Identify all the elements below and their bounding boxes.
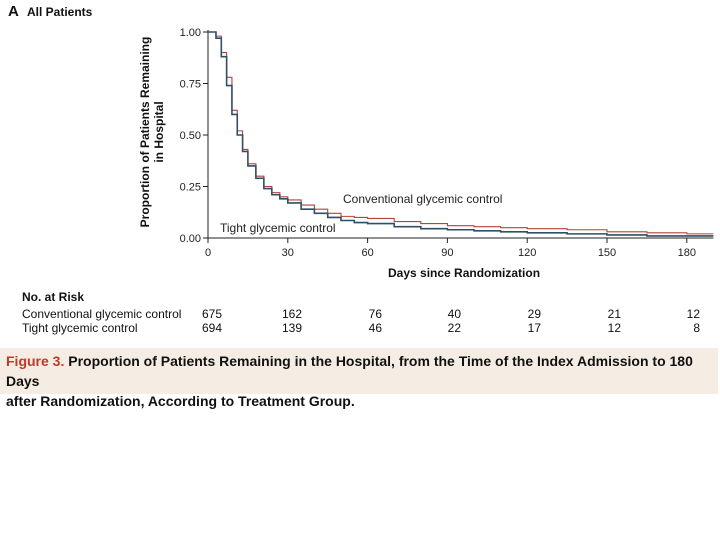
annotation-tight: Tight glycemic control bbox=[220, 221, 336, 235]
risk-cell: 139 bbox=[281, 321, 302, 335]
annotations: Conventional glycemic control Tight glyce… bbox=[220, 192, 502, 235]
panel-letter: A bbox=[8, 3, 19, 20]
caption-line2: after Randomization, According to Treatm… bbox=[6, 393, 355, 409]
risk-row-label: Conventional glycemic control bbox=[22, 307, 182, 321]
risk-cell: 76 bbox=[368, 307, 382, 321]
survival-chart: 0.00 0.25 0.50 0.75 1.00 0 30 60 90 120 150 180 Con… bbox=[180, 27, 714, 259]
figure-label: Figure 3. bbox=[6, 353, 65, 369]
x-tick-label: 60 bbox=[361, 247, 373, 259]
x-tick-label: 90 bbox=[441, 247, 453, 259]
risk-row-label: Tight glycemic control bbox=[22, 321, 138, 335]
series-group bbox=[208, 31, 714, 237]
y-axis-label-line1: Proportion of Patients Remaining bbox=[138, 36, 152, 228]
y-tick-label: 0.75 bbox=[180, 79, 201, 91]
y-axis-label-line2: in Hospital bbox=[152, 101, 166, 163]
risk-cell: 40 bbox=[447, 307, 461, 321]
x-axis-label: Days since Randomization bbox=[388, 266, 541, 280]
risk-cell: 21 bbox=[607, 307, 621, 321]
axes: 0.00 0.25 0.50 0.75 1.00 0 30 60 90 120 150 180 bbox=[180, 27, 714, 259]
panel-title: All Patients bbox=[27, 5, 93, 19]
x-tick-label: 0 bbox=[205, 247, 211, 259]
series-line-tight bbox=[208, 31, 714, 237]
y-tick-label: 1.00 bbox=[180, 27, 201, 39]
risk-table-title: No. at Risk bbox=[22, 290, 85, 304]
x-tick-label: 120 bbox=[518, 247, 536, 259]
risk-cell: 12 bbox=[607, 321, 621, 335]
y-tick-label: 0.50 bbox=[180, 130, 201, 142]
x-tick-label: 150 bbox=[598, 247, 616, 259]
risk-cell: 29 bbox=[527, 307, 541, 321]
risk-cell: 162 bbox=[281, 307, 302, 321]
figure-caption: Figure 3. Proportion of Patients Remaini… bbox=[0, 348, 718, 409]
x-tick-label: 180 bbox=[678, 247, 696, 259]
risk-cell: 694 bbox=[201, 321, 222, 335]
y-tick-label: 0.00 bbox=[180, 233, 201, 245]
annotation-conventional: Conventional glycemic control bbox=[343, 192, 502, 206]
caption-line1: Proportion of Patients Remaining in the … bbox=[6, 353, 693, 389]
x-tick-label: 30 bbox=[282, 247, 294, 259]
risk-cell: 675 bbox=[201, 307, 222, 321]
risk-cell: 12 bbox=[686, 307, 700, 321]
risk-cell: 8 bbox=[693, 321, 700, 335]
risk-cell: 22 bbox=[447, 321, 461, 335]
risk-cell: 46 bbox=[368, 321, 382, 335]
risk-cell: 17 bbox=[527, 321, 541, 335]
y-tick-label: 0.25 bbox=[180, 182, 201, 194]
